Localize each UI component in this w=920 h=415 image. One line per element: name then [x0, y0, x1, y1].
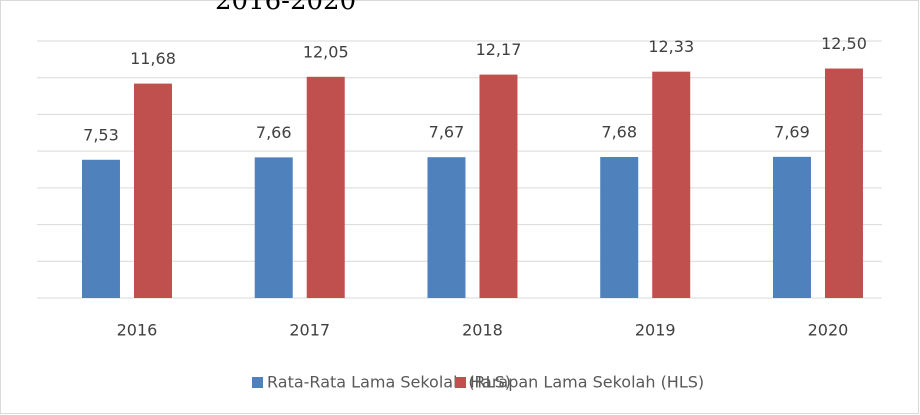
- legend-label: Harapan Lama Sekolah (HLS): [470, 373, 704, 392]
- x-tick-label: 2020: [808, 321, 849, 340]
- x-tick-label: 2016: [117, 321, 158, 340]
- bar: [81, 159, 120, 298]
- bar: [772, 156, 811, 298]
- data-label: 7,69: [774, 122, 810, 141]
- data-label: 12,33: [648, 37, 694, 56]
- bar: [652, 71, 691, 298]
- data-label: 7,68: [601, 123, 637, 142]
- data-label: 11,68: [130, 49, 176, 68]
- legend-label: Rata-Rata Lama Sekolah (RLS): [267, 373, 511, 392]
- bar: [133, 83, 172, 299]
- bar: [479, 74, 518, 299]
- data-label: 7,67: [429, 123, 465, 142]
- bar: [600, 157, 639, 298]
- legend-swatch: [455, 377, 466, 388]
- x-tick-label: 2019: [635, 321, 676, 340]
- data-label: 12,50: [821, 34, 867, 53]
- bar: [306, 76, 345, 299]
- bar: [254, 157, 293, 298]
- x-tick-label: 2017: [289, 321, 330, 340]
- data-label: 7,66: [256, 123, 292, 142]
- bar: [427, 157, 466, 298]
- data-label: 12,17: [476, 40, 522, 59]
- chart-title: 2016-2020: [215, 0, 356, 16]
- data-label: 7,53: [83, 125, 119, 144]
- bar: [824, 68, 863, 299]
- legend-swatch: [252, 377, 263, 388]
- data-label: 12,05: [303, 42, 349, 61]
- x-tick-label: 2018: [462, 321, 503, 340]
